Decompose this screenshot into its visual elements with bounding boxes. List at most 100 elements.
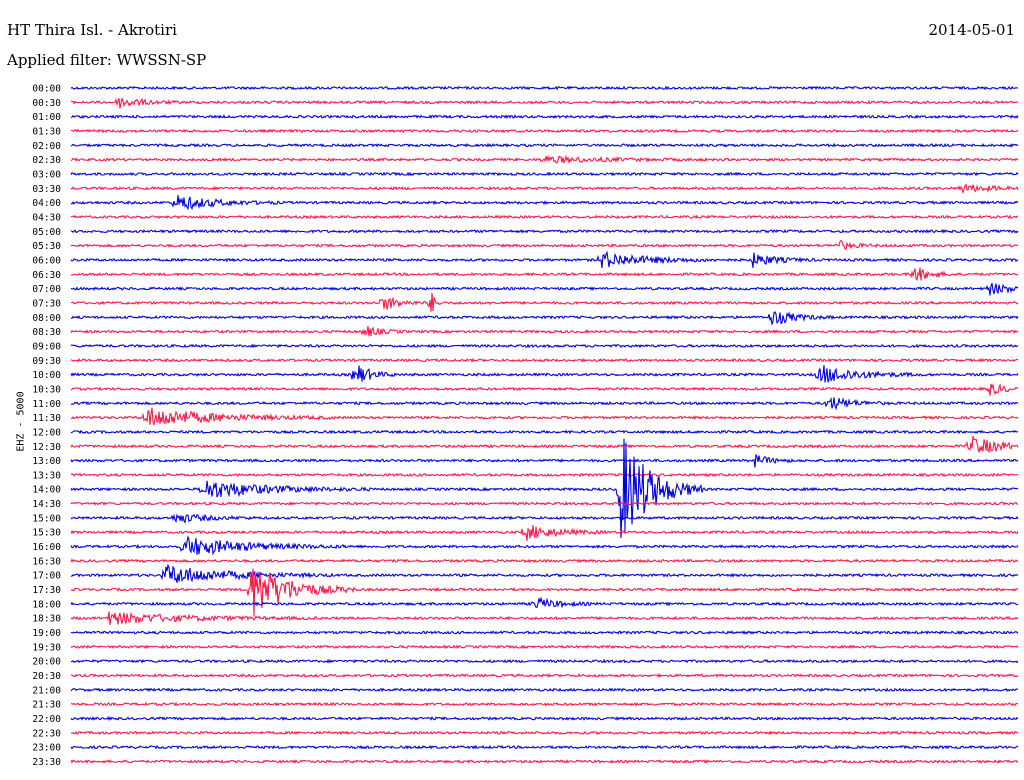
tick-label: 14:30 — [32, 499, 61, 510]
trace-2030 — [70, 672, 1019, 678]
tick-label: 12:00 — [32, 427, 61, 438]
trace-0600 — [70, 250, 1019, 269]
tick-label: 00:30 — [32, 98, 61, 109]
trace-2100 — [70, 687, 1019, 693]
trace-1300 — [70, 454, 1019, 468]
trace-1900 — [70, 630, 1019, 636]
tick-label: 19:00 — [32, 628, 61, 639]
tick-label: 21:30 — [32, 700, 61, 711]
trace-1800 — [70, 596, 1019, 609]
trace-2130 — [70, 701, 1019, 707]
tick-label: 17:30 — [32, 585, 61, 596]
trace-1600 — [70, 535, 1019, 556]
tick-label: 09:30 — [32, 356, 61, 367]
trace-0830 — [70, 326, 1019, 337]
tick-label: 03:00 — [32, 169, 61, 180]
trace-0930 — [70, 357, 1019, 363]
tick-label: 18:30 — [32, 614, 61, 625]
trace-1730 — [70, 568, 1019, 617]
trace-1000 — [70, 365, 1019, 383]
tick-label: 20:00 — [32, 657, 61, 668]
trace-1100 — [70, 396, 1019, 411]
trace-2200 — [70, 715, 1019, 722]
trace-0000 — [70, 85, 1019, 91]
station-title: HT Thira Isl. - Akrotiri — [7, 21, 177, 39]
trace-0630 — [70, 267, 1019, 282]
tick-label: 22:30 — [32, 728, 61, 739]
tick-label: 06:30 — [32, 270, 61, 281]
trace-1500 — [70, 513, 1019, 524]
trace-0300 — [70, 171, 1019, 177]
tick-label: 15:30 — [32, 528, 61, 539]
tick-label: 11:00 — [32, 399, 61, 410]
tick-label: 04:30 — [32, 212, 61, 223]
seismic-traces — [70, 85, 1019, 765]
trace-0700 — [70, 283, 1019, 296]
trace-1130 — [70, 407, 1019, 426]
time-tick-labels: 00:00 00:30 01:00 01:30 02:00 02:30 03:00 03:30… — [32, 84, 61, 769]
tick-label: 07:30 — [32, 298, 61, 309]
trace-1700 — [70, 563, 1019, 583]
trace-0130 — [70, 128, 1019, 134]
record-date: 2014-05-01 — [928, 21, 1015, 39]
trace-0530 — [70, 239, 1019, 251]
trace-1330 — [70, 472, 1019, 478]
trace-2000 — [71, 658, 1019, 664]
tick-label: 11:30 — [32, 413, 61, 424]
tick-label: 02:30 — [32, 155, 61, 166]
tick-label: 18:00 — [32, 599, 61, 610]
tick-label: 20:30 — [32, 671, 61, 682]
tick-label: 08:00 — [32, 313, 61, 324]
trace-0400 — [70, 195, 1019, 211]
trace-0900 — [70, 343, 1019, 349]
trace-0100 — [70, 114, 1019, 120]
tick-label: 23:30 — [32, 757, 61, 768]
tick-label: 15:00 — [32, 513, 61, 524]
trace-0330 — [70, 183, 1019, 195]
tick-label: 05:00 — [32, 227, 61, 238]
trace-1400 — [70, 438, 1019, 539]
trace-1030 — [70, 383, 1019, 396]
trace-0800 — [70, 311, 1019, 325]
tick-label: 03:30 — [32, 184, 61, 195]
trace-1530 — [70, 525, 1019, 542]
tick-label: 22:00 — [32, 714, 61, 725]
tick-label: 21:00 — [32, 685, 61, 696]
tick-label: 10:30 — [32, 384, 61, 395]
trace-0730 — [70, 292, 1019, 312]
tick-label: 16:30 — [32, 556, 61, 567]
trace-0030 — [70, 96, 1019, 109]
trace-0430 — [70, 214, 1019, 220]
tick-label: 04:00 — [32, 198, 61, 209]
tick-label: 00:00 — [32, 84, 61, 95]
trace-2300 — [70, 744, 1019, 750]
trace-1830 — [70, 611, 1019, 625]
tick-label: 23:00 — [32, 743, 61, 754]
trace-0500 — [70, 228, 1019, 234]
tick-label: 17:00 — [32, 571, 61, 582]
trace-1930 — [70, 644, 1019, 650]
trace-0230 — [70, 154, 1019, 165]
tick-label: 05:30 — [32, 241, 61, 252]
trace-1430 — [70, 501, 1019, 507]
tick-label: 14:00 — [32, 485, 61, 496]
tick-label: 09:00 — [32, 341, 61, 352]
tick-label: 10:00 — [32, 370, 61, 381]
trace-1630 — [70, 558, 1019, 564]
trace-1230 — [70, 435, 1019, 453]
tick-label: 13:30 — [32, 470, 61, 481]
filter-label: Applied filter: WWSSN-SP — [7, 51, 207, 69]
tick-label: 13:00 — [32, 456, 61, 467]
trace-1200 — [70, 429, 1019, 435]
trace-2230 — [70, 730, 1019, 736]
tick-label: 16:00 — [32, 542, 61, 553]
tick-label: 01:30 — [32, 126, 61, 137]
tick-label: 01:00 — [32, 112, 61, 123]
tick-label: 19:30 — [32, 642, 61, 653]
tick-label: 06:00 — [32, 255, 61, 266]
tick-label: 02:00 — [32, 141, 61, 152]
trace-0200 — [70, 142, 1019, 148]
tick-label: 07:00 — [32, 284, 61, 295]
trace-2330 — [70, 759, 1019, 765]
